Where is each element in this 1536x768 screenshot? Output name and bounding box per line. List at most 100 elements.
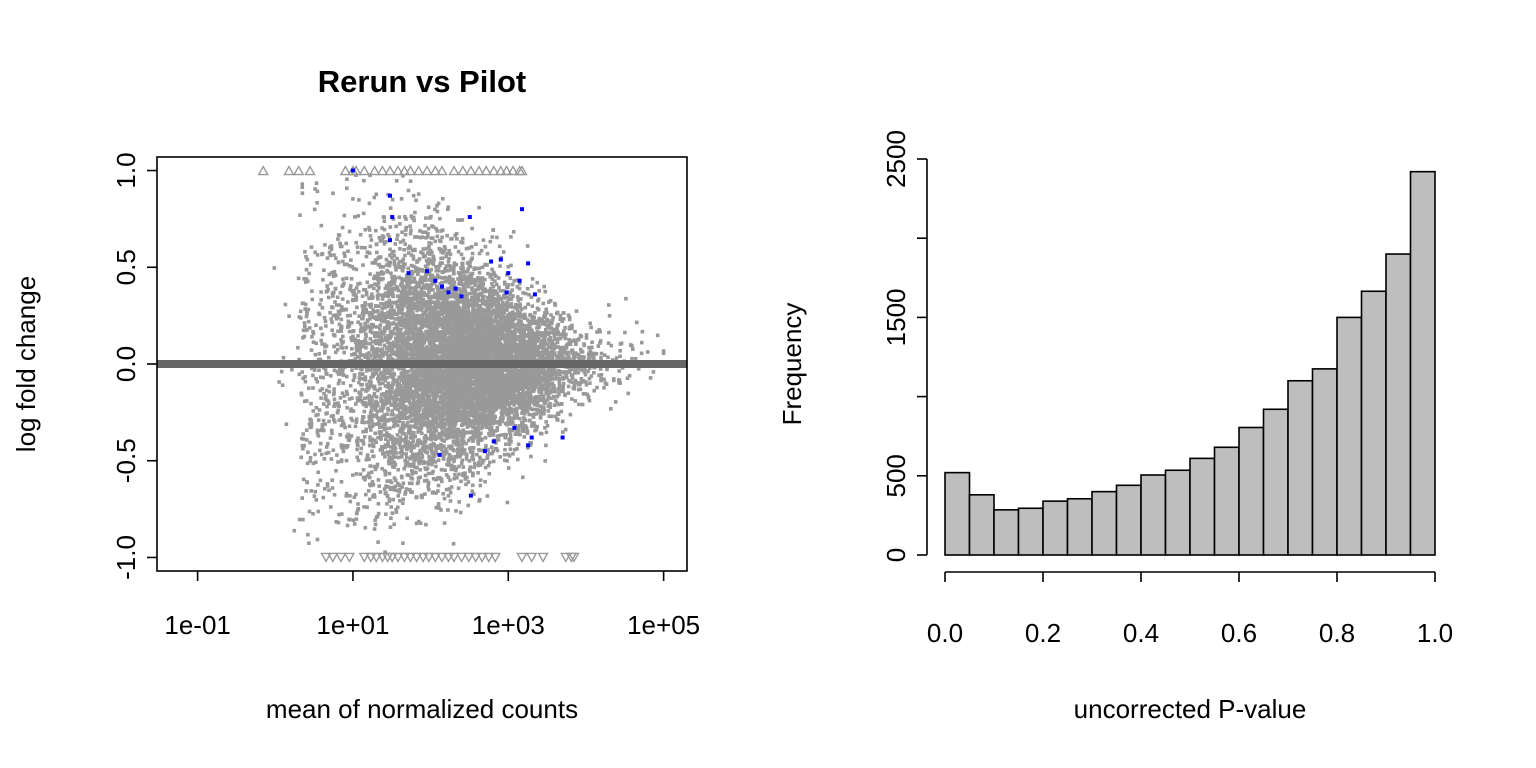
ma-point	[457, 464, 461, 469]
ma-point	[484, 425, 489, 430]
ma-point	[574, 309, 579, 313]
ma-point	[352, 373, 357, 377]
ma-point	[441, 406, 446, 411]
ma-point	[465, 292, 469, 296]
ma-point	[302, 321, 307, 325]
ma-point	[373, 467, 378, 472]
ma-point	[392, 327, 397, 331]
ma-point	[529, 454, 533, 459]
ma-point	[408, 296, 412, 301]
ma-point	[419, 275, 423, 280]
ma-point	[373, 282, 377, 286]
ma-point	[327, 250, 332, 255]
ma-point	[390, 322, 395, 326]
ma-point	[332, 270, 337, 274]
ma-point	[303, 302, 308, 307]
ma-point	[518, 340, 522, 345]
ma-point	[390, 255, 394, 260]
ma-point	[465, 425, 470, 429]
ma-point	[556, 369, 561, 373]
ma-point	[400, 429, 405, 433]
ma-point	[368, 368, 373, 372]
ma-point	[405, 455, 409, 460]
ma-point	[405, 516, 409, 521]
ma-point	[436, 333, 440, 338]
ma-point	[382, 419, 386, 423]
ma-point	[412, 264, 416, 269]
ma-point	[358, 281, 362, 286]
ma-point	[358, 328, 363, 332]
ma-point	[425, 324, 430, 329]
ma-point	[387, 281, 391, 285]
ma-point	[333, 420, 337, 424]
ma-point	[436, 201, 441, 206]
ma-point	[409, 269, 413, 274]
ma-point	[447, 277, 452, 281]
ma-point	[429, 434, 433, 439]
ma-point	[488, 316, 493, 321]
ma-point	[364, 254, 369, 259]
ma-point	[584, 383, 589, 387]
ma-point	[365, 382, 369, 387]
ma-point	[370, 315, 375, 319]
ma-point	[442, 444, 446, 448]
ma-point	[415, 308, 419, 313]
ma-point	[376, 478, 381, 482]
ma-point	[381, 276, 385, 281]
ma-point	[400, 431, 405, 436]
ma-point	[359, 326, 364, 330]
ma-point	[401, 497, 405, 501]
ma-point	[477, 283, 481, 288]
ma-point	[448, 268, 453, 272]
ma-point	[341, 334, 345, 339]
ma-point	[412, 430, 416, 435]
ma-point	[377, 484, 381, 488]
ma-point	[508, 396, 513, 400]
ma-point	[429, 278, 433, 282]
ma-point	[492, 388, 497, 393]
ma-point	[332, 417, 336, 422]
ma-point	[364, 427, 368, 432]
ma-point	[402, 399, 406, 403]
ma-point	[308, 440, 312, 445]
ma-point	[300, 182, 305, 186]
ma-point	[397, 275, 401, 280]
ma-point	[530, 421, 534, 425]
ma-point	[374, 192, 379, 197]
ma-point	[391, 293, 395, 298]
ma-point	[384, 392, 388, 396]
ma-point	[386, 340, 390, 345]
ma-point	[529, 295, 534, 299]
ma-point	[494, 282, 499, 287]
ma-point	[443, 468, 447, 472]
ma-point	[485, 453, 490, 457]
ma-point	[323, 319, 328, 324]
ma-point	[350, 338, 354, 343]
ma-point	[364, 346, 368, 350]
ma-point	[360, 304, 365, 308]
ma-point	[472, 422, 477, 426]
ma-point	[324, 451, 328, 456]
ma-point	[325, 404, 329, 409]
ma-point	[429, 267, 433, 272]
ma-point	[368, 475, 372, 480]
ma-point	[490, 451, 494, 456]
ma-point	[455, 476, 459, 480]
ma-point	[584, 380, 588, 384]
ma-point	[507, 403, 511, 408]
ma-point	[603, 381, 608, 385]
ma-point	[349, 320, 354, 325]
ma-point	[545, 326, 550, 330]
ma-point	[414, 470, 418, 475]
ma-point	[392, 400, 396, 404]
ma-point	[331, 448, 336, 452]
ma-point	[586, 396, 591, 400]
ma-point	[516, 347, 520, 351]
ma-point	[466, 284, 470, 289]
ma-point	[424, 329, 428, 334]
ma-point	[394, 311, 398, 316]
ma-point	[382, 242, 387, 246]
ma-point	[532, 315, 536, 320]
ma-point	[370, 345, 375, 349]
ma-point	[421, 370, 425, 374]
